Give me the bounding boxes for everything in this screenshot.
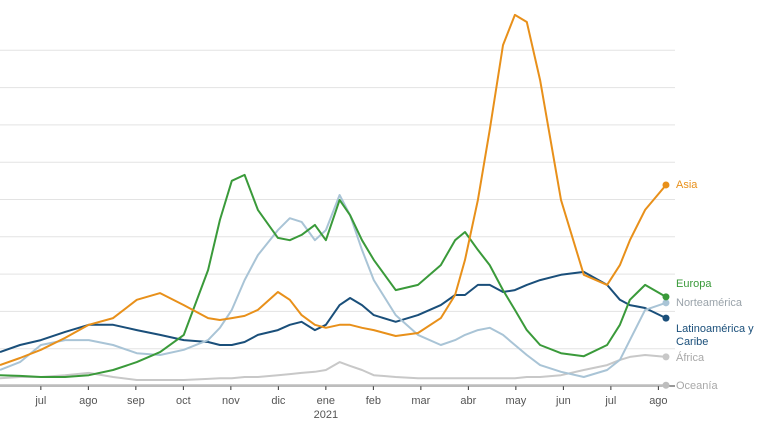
series-label: Latinoamérica y Caribe bbox=[676, 323, 754, 348]
series-label: África bbox=[676, 352, 705, 364]
x-tick-label: abr bbox=[460, 395, 476, 407]
end-dot bbox=[662, 293, 670, 301]
end-dot bbox=[662, 381, 670, 389]
x-tick-label: nov bbox=[222, 395, 240, 407]
end-dot bbox=[662, 353, 670, 361]
series-label: Norteamérica bbox=[676, 297, 743, 309]
series-line bbox=[0, 13, 667, 367]
series-label: Oceanía bbox=[676, 380, 718, 392]
end-dot bbox=[662, 314, 670, 322]
x-tick-label: feb bbox=[366, 395, 381, 407]
series-label: Asia bbox=[676, 179, 698, 191]
x-tick-label: ago bbox=[649, 395, 667, 407]
x-tick-label: ene bbox=[317, 395, 335, 407]
x-tick-label: jun bbox=[555, 395, 571, 407]
x-tick-label: may bbox=[505, 395, 526, 407]
end-dot bbox=[662, 181, 670, 189]
series-label: Europa bbox=[676, 278, 712, 290]
x-tick-label: jul bbox=[604, 395, 616, 407]
year-label: 2021 bbox=[314, 409, 338, 421]
series-line bbox=[0, 354, 667, 381]
x-tick-label: dic bbox=[271, 395, 286, 407]
series-line bbox=[0, 173, 667, 378]
x-tick-label: ago bbox=[79, 395, 97, 407]
x-tick-label: oct bbox=[176, 395, 191, 407]
series-line bbox=[0, 270, 667, 354]
x-tick-label: mar bbox=[411, 395, 430, 407]
end-dot bbox=[662, 299, 670, 307]
x-tick-label: jul bbox=[34, 395, 46, 407]
x-tick-label: sep bbox=[127, 395, 145, 407]
